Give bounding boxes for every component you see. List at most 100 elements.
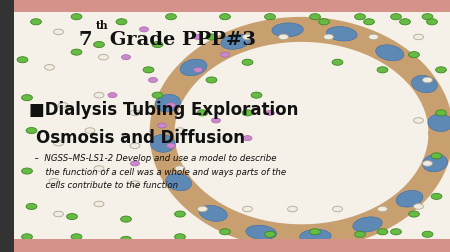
Circle shape [121,236,131,242]
Circle shape [265,231,275,237]
Circle shape [333,206,342,212]
Circle shape [166,103,176,108]
Ellipse shape [155,95,180,112]
Circle shape [197,110,208,116]
Ellipse shape [150,135,175,153]
Circle shape [166,15,176,21]
Text: ■Dialysis Tubing Exploration: ■Dialysis Tubing Exploration [29,101,299,119]
Circle shape [166,144,176,149]
Circle shape [243,136,252,141]
Circle shape [400,20,410,26]
Circle shape [243,206,252,212]
Ellipse shape [326,27,357,42]
Circle shape [355,15,365,21]
Circle shape [71,234,82,240]
Circle shape [94,42,104,48]
Circle shape [436,110,446,116]
Circle shape [265,15,275,21]
Circle shape [279,35,288,41]
Circle shape [175,211,185,217]
Ellipse shape [423,155,448,172]
Circle shape [26,128,37,134]
Circle shape [198,206,207,212]
Circle shape [436,68,446,74]
Circle shape [85,128,95,134]
Circle shape [355,231,365,237]
Circle shape [423,161,432,167]
Circle shape [130,143,140,149]
Circle shape [242,60,253,66]
Circle shape [422,15,433,21]
Circle shape [194,35,202,40]
Bar [0,0,450,13]
Circle shape [212,118,220,123]
Circle shape [364,20,374,26]
Circle shape [288,206,297,212]
Circle shape [377,68,388,74]
Circle shape [332,60,343,66]
Circle shape [22,95,32,101]
Circle shape [94,166,104,172]
Circle shape [130,161,140,166]
Circle shape [431,194,442,200]
Circle shape [427,20,437,26]
Ellipse shape [166,174,192,191]
Circle shape [49,179,59,184]
Circle shape [423,78,432,83]
Text: –  NGSS–MS-LS1-2 Develop and use a model to describe
      the function of a cel: – NGSS–MS-LS1-2 Develop and use a model … [29,153,286,190]
Circle shape [194,68,202,73]
Circle shape [54,211,63,217]
Circle shape [58,103,68,109]
Text: Grade PPP#3: Grade PPP#3 [104,31,256,49]
Circle shape [220,15,230,21]
Circle shape [152,42,163,48]
Circle shape [266,111,274,116]
Circle shape [130,181,140,187]
Circle shape [242,110,253,116]
Circle shape [310,229,320,235]
Circle shape [94,201,104,207]
Circle shape [431,153,442,159]
Ellipse shape [300,229,331,243]
Circle shape [17,57,28,64]
Circle shape [409,211,419,217]
Circle shape [54,141,63,146]
Circle shape [152,93,163,99]
Circle shape [140,28,148,33]
Ellipse shape [221,35,250,50]
Circle shape [45,65,54,71]
Text: th: th [96,20,108,31]
Ellipse shape [353,217,382,232]
Text: 7: 7 [79,31,92,49]
Circle shape [31,20,41,26]
Bar [0,239,450,252]
Ellipse shape [199,206,227,222]
Circle shape [71,50,82,56]
Circle shape [324,35,333,41]
Circle shape [22,168,32,174]
Circle shape [67,214,77,220]
Circle shape [175,234,185,240]
Circle shape [378,206,387,212]
Circle shape [22,234,32,240]
Circle shape [319,20,329,26]
Circle shape [377,229,388,235]
Circle shape [99,55,108,61]
Circle shape [26,204,37,210]
Text: Osmosis and Diffusion: Osmosis and Diffusion [36,128,245,146]
Ellipse shape [396,191,423,207]
Circle shape [391,15,401,21]
Circle shape [54,30,63,36]
Circle shape [175,128,185,134]
Circle shape [130,111,140,116]
Circle shape [108,93,117,98]
Circle shape [414,204,423,209]
Circle shape [251,93,262,99]
Bar [0,0,14,252]
Circle shape [369,35,378,41]
Ellipse shape [428,114,450,132]
Ellipse shape [376,46,404,61]
Circle shape [71,15,82,21]
Circle shape [414,118,423,124]
Circle shape [391,229,401,235]
